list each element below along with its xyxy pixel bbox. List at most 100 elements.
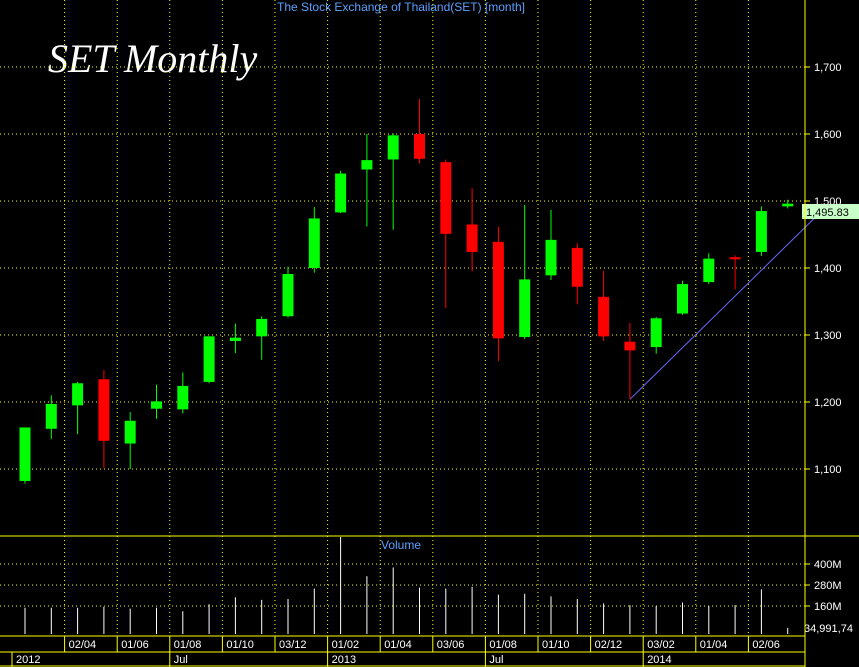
candle — [414, 99, 425, 164]
month-label: 01/08 — [174, 639, 202, 651]
volume-last-box — [802, 620, 859, 636]
month-label: 01/10 — [542, 639, 570, 651]
candle-body — [72, 383, 84, 406]
candle-body — [782, 203, 794, 207]
month-label: 01/06 — [121, 639, 149, 651]
candle-body — [308, 218, 320, 268]
time-axis: 02/04 01/06 01/08 01/10 03/12 01/02 01/04 03/06… — [0, 635, 805, 667]
candle-body — [282, 274, 294, 317]
last-price-label: 1,495.83 — [806, 207, 849, 219]
candle — [72, 381, 84, 435]
candle-body — [151, 401, 162, 409]
candle-body — [440, 162, 452, 234]
month-label: 01/04 — [700, 639, 728, 651]
candle — [45, 395, 57, 439]
month-label: 03/02 — [647, 639, 675, 651]
candle — [308, 207, 320, 273]
year-label: 2013 — [332, 654, 356, 666]
candle — [361, 134, 373, 227]
price-tick-label: 1,100 — [814, 464, 842, 476]
candle-body — [519, 279, 531, 338]
volume-bars — [24, 537, 789, 634]
candle — [624, 322, 636, 400]
candle-body — [545, 239, 557, 276]
volume-tick-label: 400M — [814, 559, 842, 571]
candle-body — [229, 337, 241, 342]
candle — [151, 384, 162, 419]
candle-body — [335, 173, 347, 213]
candle-body — [598, 296, 610, 337]
price-tick-label: 1,600 — [814, 129, 842, 141]
chart-title: The Stock Exchange of Thailand(SET) [mon… — [277, 0, 525, 14]
year-label: Jul — [174, 654, 188, 666]
candle-body — [755, 211, 767, 252]
price-tick-label: 1,700 — [814, 62, 842, 74]
candle — [124, 412, 136, 469]
month-label: 02/04 — [69, 639, 97, 651]
month-label: 03/12 — [279, 639, 307, 651]
chart-overlay-label: SET Monthly — [48, 36, 258, 81]
candle — [519, 205, 531, 340]
candle — [729, 255, 741, 290]
month-label: 03/06 — [437, 639, 465, 651]
candle — [98, 369, 110, 468]
candle — [387, 133, 399, 230]
candle-body — [703, 258, 715, 283]
candle-body — [387, 135, 399, 160]
month-label: 02/06 — [752, 639, 780, 651]
volume-title: Volume — [381, 538, 421, 552]
candle — [256, 316, 268, 360]
last-price-marker: 1,495.83 — [802, 204, 859, 219]
volume-tick-label: 280M — [814, 580, 842, 592]
month-label: 01/04 — [384, 639, 412, 651]
volume-panel: Volume 400M 280M 160M 34,991,74 — [0, 535, 859, 636]
candle-body — [98, 379, 110, 441]
candle-body — [571, 247, 583, 287]
volume-tick-label: 160M — [814, 601, 842, 613]
candles — [19, 99, 794, 484]
candle — [782, 199, 794, 209]
volume-axis: 400M 280M 160M — [805, 559, 842, 613]
candle — [755, 206, 767, 256]
candle — [203, 336, 215, 384]
volume-grid — [0, 536, 805, 636]
candle — [492, 226, 504, 362]
month-label: 01/02 — [332, 639, 360, 651]
year-label: 2012 — [16, 654, 40, 666]
candle — [703, 253, 715, 285]
candle — [177, 372, 189, 414]
candle — [571, 243, 583, 305]
month-label: 01/10 — [226, 639, 254, 651]
price-tick-label: 1,400 — [814, 263, 842, 275]
candle — [545, 209, 557, 281]
candle-body — [19, 427, 31, 482]
month-label: 02/12 — [595, 639, 623, 651]
last-price-box — [802, 204, 859, 219]
candle — [598, 270, 610, 342]
price-grid — [0, 0, 805, 536]
year-label: Jul — [489, 654, 503, 666]
candle-body — [492, 241, 504, 339]
candle — [650, 316, 662, 354]
year-label: 2014 — [647, 654, 671, 666]
trendline — [629, 205, 828, 400]
candle — [19, 427, 31, 484]
trendline-layer — [629, 205, 828, 400]
candle-body — [624, 341, 636, 351]
candle-body — [677, 284, 688, 314]
candle-body — [414, 134, 425, 159]
candle — [282, 266, 294, 318]
volume-last-label: 34,991,74 — [804, 623, 853, 635]
price-tick-label: 1,200 — [814, 397, 842, 409]
candle-body — [729, 257, 741, 260]
candle — [229, 323, 241, 354]
candle-body — [124, 420, 136, 444]
candle — [440, 159, 452, 309]
candle-body — [256, 318, 268, 337]
candle — [335, 170, 347, 214]
candle — [677, 280, 688, 315]
candle-body — [361, 160, 373, 170]
candle-body — [650, 318, 662, 348]
price-tick-label: 1,300 — [814, 330, 842, 342]
